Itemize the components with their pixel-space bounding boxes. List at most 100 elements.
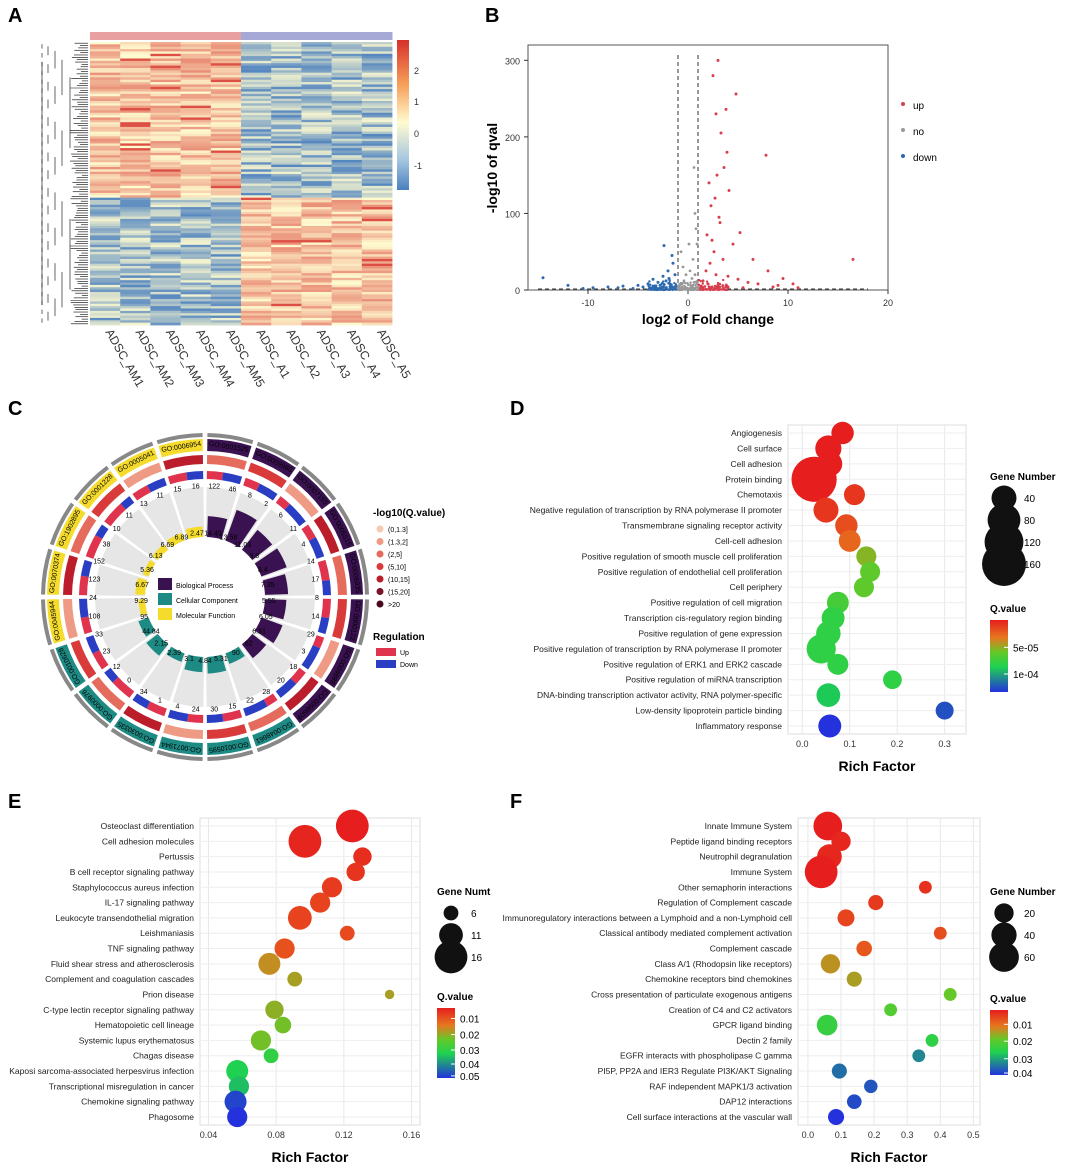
heatmap-cell: [331, 178, 363, 182]
heatmap-cell: [120, 299, 151, 302]
heatmap-cell: [361, 218, 393, 222]
regulation-down: [167, 709, 189, 722]
volcano-point-up: [764, 153, 768, 157]
heatmap-cell: [90, 221, 121, 224]
heatmap-cell: [361, 233, 393, 236]
heatmap-cell: [180, 225, 212, 229]
heatmap-cell: [361, 188, 393, 191]
inner-value-label: 6.67: [135, 582, 149, 589]
heatmap-cell: [331, 185, 363, 189]
heatmap-cell: [90, 89, 121, 92]
heatmap-cell: [90, 204, 121, 208]
heatmap-cell: [301, 124, 332, 128]
heatmap-cell: [150, 254, 181, 258]
heatmap-cell: [90, 96, 121, 99]
heatmap-cell: [241, 322, 272, 326]
heatmap-cell: [120, 277, 151, 281]
heatmap-cell: [150, 235, 181, 239]
qvalue-ring: [206, 455, 247, 470]
heatmap-cell: [90, 58, 121, 62]
volcano-point: [725, 288, 729, 292]
heatmap-cell: [361, 282, 393, 286]
heatmap-cell: [361, 124, 393, 128]
heatmap-cell: [331, 301, 363, 305]
heatmap-cell: [331, 233, 363, 236]
heatmap-cell: [210, 143, 242, 147]
inner-bar: [138, 617, 156, 637]
volcano-point: [665, 286, 668, 289]
heatmap-cell: [271, 103, 302, 107]
heatmap-cell: [271, 82, 302, 85]
heatmap-cell: [210, 247, 242, 250]
heatmap-cell: [210, 284, 242, 288]
heatmap-cell: [150, 65, 181, 69]
heatmap-cell: [120, 169, 151, 173]
heatmap-cell: [301, 185, 332, 189]
ring-count-label: 12: [113, 664, 121, 671]
heatmap-cell: [361, 247, 393, 250]
regulation-up: [80, 616, 93, 635]
heatmap-cell: [180, 122, 212, 125]
volcano-point-up: [796, 286, 800, 290]
heatmap-cell: [210, 176, 242, 180]
heatmap-cell: [90, 303, 121, 307]
ring-count-label: 24: [89, 595, 97, 602]
inner-bar: [142, 559, 156, 577]
heatmap-cell: [150, 133, 181, 137]
heatmap-cell: [301, 56, 332, 59]
volcano-point: [691, 283, 695, 287]
background-band: [95, 564, 148, 597]
heatmap-cell: [241, 67, 272, 71]
heatmap-cell: [90, 141, 121, 144]
heatmap-cell: [150, 164, 181, 168]
bubble-point: [816, 683, 841, 708]
qvalue-ring: [206, 724, 247, 739]
heatmap-cell: [210, 58, 242, 62]
category-label: Transcriptional misregulation in cancer: [49, 1081, 194, 1091]
category-label: Innate Immune System: [705, 821, 792, 831]
heatmap-cell: [120, 51, 151, 55]
heatmap-cell: [271, 124, 302, 128]
heatmap-cell: [361, 65, 393, 69]
heatmap-cell: [301, 204, 332, 208]
heatmap-cell: [150, 273, 181, 276]
heatmap-cell: [210, 49, 242, 52]
heatmap-cell: [120, 214, 151, 217]
heatmap-cell: [180, 82, 212, 85]
color-legend-title: Q.value: [990, 604, 1027, 615]
bubble-point: [804, 855, 838, 889]
heatmap-cell: [150, 72, 181, 76]
heatmap-cell: [90, 225, 121, 229]
heatmap-cell: [150, 315, 181, 319]
go-term-band: [207, 439, 252, 458]
heatmap-cell: [361, 313, 393, 316]
qvalue-ring: [63, 598, 78, 639]
category-label: DAP12 interactions: [719, 1097, 792, 1107]
x-axis-label: log2 of Fold change: [642, 311, 774, 327]
volcano-point-down: [646, 282, 650, 286]
volcano-point-down: [616, 286, 620, 290]
heatmap-cell: [361, 115, 393, 118]
regulation-up: [263, 693, 278, 707]
heatmap-cell: [210, 310, 242, 314]
inner-value-label: 5.55: [262, 598, 276, 605]
heatmap-cell: [301, 195, 332, 199]
heatmap-cell: [271, 122, 302, 125]
volcano-point-no: [690, 287, 694, 291]
heatmap-cell: [361, 166, 393, 170]
heatmap-cell: [90, 233, 121, 236]
heatmap-cell: [361, 204, 393, 208]
heatmap-cell: [150, 143, 181, 147]
heatmap-cell: [331, 287, 363, 291]
heatmap-cell: [90, 266, 121, 269]
heatmap-cell: [271, 195, 302, 199]
heatmap-cell: [271, 190, 302, 194]
heatmap-cell: [301, 162, 332, 166]
size-legend-label: 16: [471, 953, 483, 964]
heatmap-cell: [271, 183, 302, 187]
heatmap-cell: [210, 320, 242, 324]
volcano-point-up: [756, 282, 760, 286]
volcano-point-up: [714, 112, 718, 116]
heatmap-cell: [210, 207, 242, 210]
heatmap-cell: [210, 251, 242, 255]
